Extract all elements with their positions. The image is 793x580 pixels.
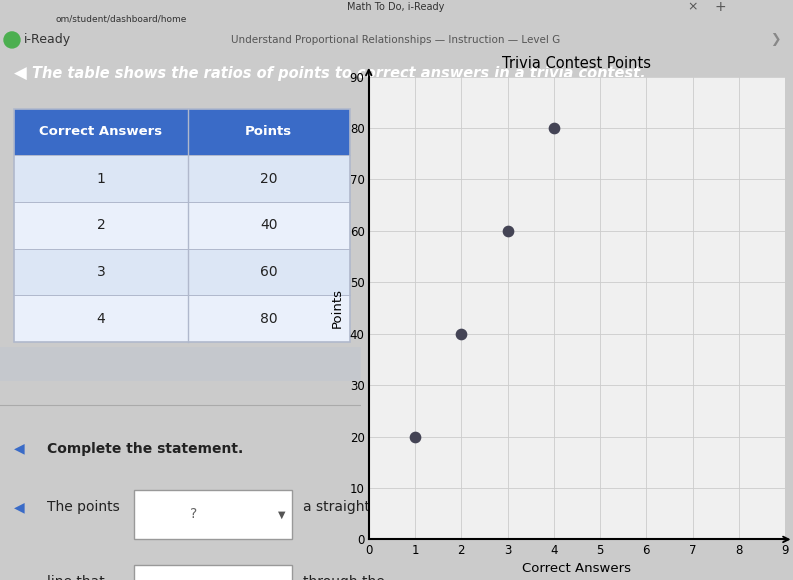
Text: 3: 3	[97, 265, 105, 279]
Text: om/student/dashboard/home: om/student/dashboard/home	[55, 14, 186, 23]
Text: ×: ×	[688, 1, 699, 13]
FancyBboxPatch shape	[14, 248, 350, 295]
Text: ?: ?	[190, 508, 197, 521]
Text: Points: Points	[245, 125, 293, 139]
Text: The points: The points	[47, 500, 120, 514]
Text: ▼: ▼	[278, 509, 285, 519]
Text: Complete the statement.: Complete the statement.	[47, 442, 243, 456]
Text: ◀: ◀	[14, 500, 25, 514]
Text: 80: 80	[260, 311, 278, 325]
Text: 20: 20	[260, 172, 278, 186]
Text: i-Ready: i-Ready	[24, 34, 71, 46]
Point	[547, 124, 560, 133]
Point	[408, 432, 421, 441]
FancyBboxPatch shape	[133, 490, 293, 539]
Text: ❯: ❯	[770, 34, 780, 46]
FancyBboxPatch shape	[14, 202, 350, 248]
FancyBboxPatch shape	[14, 295, 350, 342]
Point	[501, 226, 514, 235]
X-axis label: Correct Answers: Correct Answers	[523, 562, 631, 575]
FancyBboxPatch shape	[0, 347, 361, 380]
Text: The table shows the ratios of points to correct answers in a trivia contest.: The table shows the ratios of points to …	[32, 67, 646, 81]
Text: Math To Do, i-Ready: Math To Do, i-Ready	[347, 2, 445, 12]
Text: 2: 2	[97, 218, 105, 232]
Text: Correct Answers: Correct Answers	[40, 125, 163, 139]
FancyBboxPatch shape	[133, 566, 293, 580]
Text: 4: 4	[97, 311, 105, 325]
Text: ◀: ◀	[14, 442, 25, 456]
FancyBboxPatch shape	[14, 108, 350, 155]
FancyBboxPatch shape	[14, 155, 350, 202]
Text: ◀: ◀	[14, 65, 27, 83]
Text: line that: line that	[47, 575, 105, 580]
Text: 1: 1	[97, 172, 105, 186]
Point	[455, 329, 468, 338]
Text: 60: 60	[260, 265, 278, 279]
Text: through the: through the	[303, 575, 385, 580]
Circle shape	[4, 32, 20, 48]
Text: 40: 40	[260, 218, 278, 232]
Title: Trivia Contest Points: Trivia Contest Points	[503, 56, 651, 71]
Text: a straight: a straight	[303, 500, 370, 514]
Text: +: +	[714, 0, 726, 14]
Text: Understand Proportional Relationships — Instruction — Level G: Understand Proportional Relationships — …	[232, 35, 561, 45]
Y-axis label: Points: Points	[331, 288, 344, 328]
